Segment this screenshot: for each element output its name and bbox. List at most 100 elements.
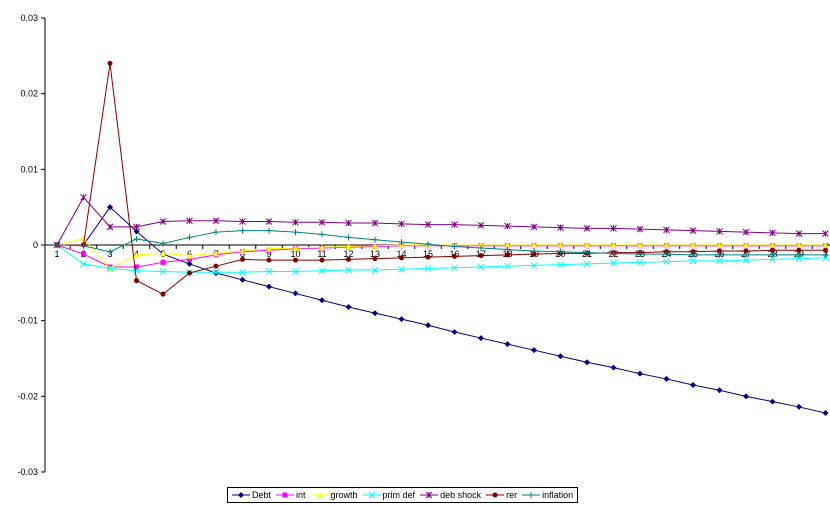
data-point-int <box>81 251 86 257</box>
data-point-deb-shock <box>530 223 538 231</box>
data-point-inflation <box>531 248 537 255</box>
data-point-deb-shock <box>371 219 379 227</box>
data-point-debt <box>266 283 272 290</box>
data-point-deb-shock <box>212 217 220 225</box>
data-point-deb-shock <box>689 227 697 234</box>
data-point-deb-shock <box>265 218 273 225</box>
legend-swatch-rer <box>486 492 505 498</box>
x-tick-label: 10 <box>290 249 300 259</box>
data-point-int <box>187 256 192 262</box>
data-point-inflation <box>372 236 378 243</box>
data-point-deb-shock <box>583 224 591 232</box>
data-point-growth <box>584 242 590 248</box>
data-point-rer <box>505 252 510 258</box>
data-point-rer <box>319 257 325 263</box>
data-point-prim-def <box>689 257 697 265</box>
legend-swatch-marker <box>425 491 433 499</box>
data-point-prim-def <box>504 262 511 270</box>
legend-swatch-debt <box>232 492 250 498</box>
data-point-prim-def <box>318 267 326 275</box>
data-point-deb-shock <box>716 228 723 235</box>
data-point-int <box>160 259 166 265</box>
data-point-rer <box>213 263 219 269</box>
data-point-debt <box>398 316 405 323</box>
series-layer <box>53 60 829 416</box>
data-point-prim-def <box>133 267 140 275</box>
data-point-inflation <box>160 240 166 247</box>
data-point-growth <box>239 248 246 255</box>
data-point-deb-shock <box>795 230 803 238</box>
data-point-growth <box>372 242 378 249</box>
data-point-deb-shock <box>451 221 458 228</box>
data-point-inflation <box>557 248 564 255</box>
y-tick-label: 0.02 <box>20 89 38 99</box>
x-tick-label: 9 <box>266 249 271 259</box>
data-point-prim-def <box>477 263 485 271</box>
data-point-prim-def <box>742 256 750 264</box>
data-point-debt <box>584 359 590 366</box>
data-point-deb-shock <box>557 224 564 231</box>
y-tick-label: -0.03 <box>17 467 38 477</box>
legend-swatch-marker <box>238 492 244 498</box>
data-point-deb-shock <box>318 218 326 226</box>
series-line-inflation <box>56 230 826 256</box>
legend-item-growth: growth <box>310 490 358 500</box>
x-tick-label: 13 <box>370 249 380 259</box>
legend-swatch-marker <box>368 491 375 499</box>
data-point-debt <box>796 403 802 410</box>
data-point-prim-def <box>716 257 723 265</box>
data-point-inflation <box>186 234 193 241</box>
data-point-inflation <box>319 231 325 238</box>
data-point-rer <box>293 257 298 263</box>
x-tick-label: 14 <box>396 249 406 259</box>
y-axis: 0.03 0.02 0.01 0 -0.01 -0.02 -0.03 <box>17 13 46 477</box>
data-point-growth <box>663 242 670 248</box>
legend-label: deb shock <box>440 490 482 500</box>
data-point-rer <box>346 256 351 262</box>
data-point-growth <box>292 245 299 252</box>
data-point-prim-def <box>610 259 617 267</box>
data-point-prim-def <box>769 256 776 263</box>
data-point-rer <box>770 247 775 253</box>
data-point-debt <box>425 322 431 329</box>
legend-swatch-prim-def <box>362 491 381 499</box>
x-tick-label: 15 <box>423 249 433 259</box>
data-point-prim-def <box>345 266 352 274</box>
y-tick-label: -0.01 <box>17 316 38 326</box>
y-tick-label: 0.01 <box>20 164 38 174</box>
data-point-prim-def <box>530 262 538 269</box>
data-point-debt <box>690 381 696 388</box>
data-point-rer <box>743 248 749 254</box>
data-point-inflation <box>584 249 590 256</box>
data-point-rer <box>372 256 378 262</box>
data-point-debt <box>319 297 325 304</box>
data-point-inflation <box>80 242 87 249</box>
legend-label: Debt <box>252 490 272 500</box>
legend-swatch-int <box>276 492 295 498</box>
data-point-growth <box>213 250 219 257</box>
data-point-deb-shock <box>292 218 299 226</box>
data-point-debt <box>186 260 193 267</box>
legend-item-inflation: inflation <box>522 490 573 500</box>
data-point-rer <box>478 253 484 259</box>
data-point-debt <box>372 310 378 317</box>
x-tick-label: 1 <box>54 249 59 259</box>
data-point-inflation <box>425 241 431 248</box>
data-point-debt <box>743 393 749 400</box>
data-point-debt <box>133 228 140 235</box>
data-point-inflation <box>663 251 670 258</box>
data-point-debt <box>610 364 617 371</box>
data-point-inflation <box>398 238 405 245</box>
series-line-debt <box>57 206 826 414</box>
data-point-debt <box>822 409 829 416</box>
data-point-inflation <box>345 234 352 241</box>
y-tick-label: 0.03 <box>20 13 38 23</box>
data-point-rer <box>134 278 139 284</box>
data-point-prim-def <box>106 265 114 272</box>
data-point-inflation <box>716 251 723 258</box>
data-point-rer <box>187 270 192 276</box>
series-prim-def <box>53 241 829 276</box>
data-point-debt <box>716 387 723 394</box>
series-line-prim-def <box>56 244 826 273</box>
x-tick-label: 12 <box>343 249 353 259</box>
